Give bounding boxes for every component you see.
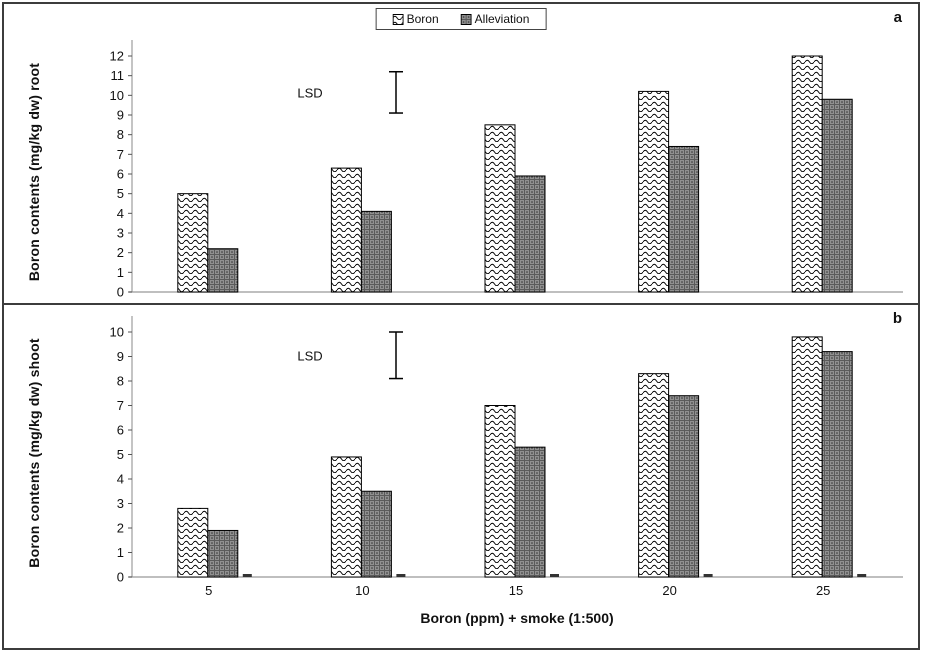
y-tick-label: 11 (111, 68, 125, 83)
y-tick-label: 0 (117, 570, 124, 585)
y-tick-label: 5 (117, 186, 124, 201)
legend-item-alleviation: Alleviation (460, 12, 530, 26)
y-tick-label: 2 (117, 521, 124, 536)
bar-boron (638, 90, 670, 293)
y-tick-label: 1 (117, 545, 124, 560)
y-tick-label: 1 (117, 265, 124, 280)
panel-b-label: b (892, 310, 902, 327)
shoot-bar-chart: 0 1 2 3 4 5 6 7 8 9 10 5 10 15 20 25 LSD (110, 316, 903, 598)
figure-frame: 0 1 2 3 4 5 6 7 8 9 10 11 12 LSD Boron Alleviation Bo… (2, 2, 920, 650)
bar-boron (177, 507, 209, 578)
x-tick-label: 5 (205, 583, 212, 598)
near-zero-mark (703, 574, 713, 577)
y-tick-label: 4 (117, 472, 124, 487)
bar-alleviation (514, 175, 546, 293)
y-tick-label: 6 (117, 167, 124, 182)
y-tick-label: 3 (117, 226, 124, 241)
alleviation-swatch-icon (460, 13, 472, 25)
y-tick-label: 8 (117, 127, 124, 142)
bar-boron (330, 167, 362, 293)
near-zero-mark (550, 574, 559, 577)
x-tick-label: 20 (662, 583, 676, 598)
legend-label-alleviation: Alleviation (474, 12, 530, 26)
bar-alleviation (207, 248, 239, 293)
y-tick-label: 7 (117, 147, 124, 162)
bar-alleviation (360, 490, 392, 578)
y-tick-label: 3 (117, 496, 124, 511)
panel-a-label: a (893, 9, 902, 26)
x-axis-title: Boron (ppm) + smoke (1:500) (420, 610, 614, 626)
bar-boron (484, 405, 516, 578)
shoot-y-axis-title: Boron contents (mg/kg dw) shoot (26, 338, 42, 568)
bar-boron (638, 373, 670, 578)
panel-root: 0 1 2 3 4 5 6 7 8 9 10 11 12 LSD Boron Alleviation Bo… (4, 4, 918, 305)
root-y-axis-title: Boron contents (mg/kg dw) root (26, 62, 42, 282)
legend: Boron Alleviation (375, 8, 547, 30)
boron-swatch-icon (392, 13, 404, 25)
bar-alleviation (207, 529, 239, 578)
bar-boron (177, 193, 209, 293)
bar-boron (791, 336, 823, 578)
y-tick-label: 9 (117, 108, 124, 123)
panel-shoot: 0 1 2 3 4 5 6 7 8 9 10 5 10 15 20 25 LSD Boron contents … (4, 305, 918, 648)
near-zero-mark (396, 574, 406, 577)
near-zero-mark (242, 574, 252, 577)
y-tick-label: 7 (117, 398, 124, 413)
lsd-label: LSD (297, 85, 322, 100)
y-tick-label: 0 (117, 285, 124, 300)
x-tick-label: 25 (816, 583, 830, 598)
bar-boron (484, 124, 516, 293)
y-tick-label: 4 (117, 206, 124, 221)
bar-alleviation (514, 446, 546, 578)
bar-boron (330, 456, 362, 578)
bar-alleviation (821, 98, 853, 293)
y-tick-label: 10 (110, 88, 124, 103)
y-tick-label: 9 (117, 349, 124, 364)
lsd-label: LSD (297, 348, 322, 363)
bar-alleviation (668, 145, 700, 293)
y-tick-label: 2 (117, 245, 124, 260)
y-tick-label: 10 (110, 325, 124, 340)
legend-item-boron: Boron (392, 12, 439, 26)
bar-alleviation (668, 395, 700, 578)
y-tick-label: 12 (110, 49, 124, 64)
x-tick-label: 10 (355, 583, 369, 598)
bar-alleviation (360, 210, 392, 293)
y-tick-label: 6 (117, 423, 124, 438)
bar-alleviation (821, 351, 853, 578)
y-tick-label: 8 (117, 374, 124, 389)
legend-label-boron: Boron (406, 12, 439, 26)
x-tick-label: 15 (509, 583, 523, 598)
near-zero-mark (857, 574, 867, 577)
bar-boron (791, 55, 823, 293)
y-tick-label: 5 (117, 447, 124, 462)
